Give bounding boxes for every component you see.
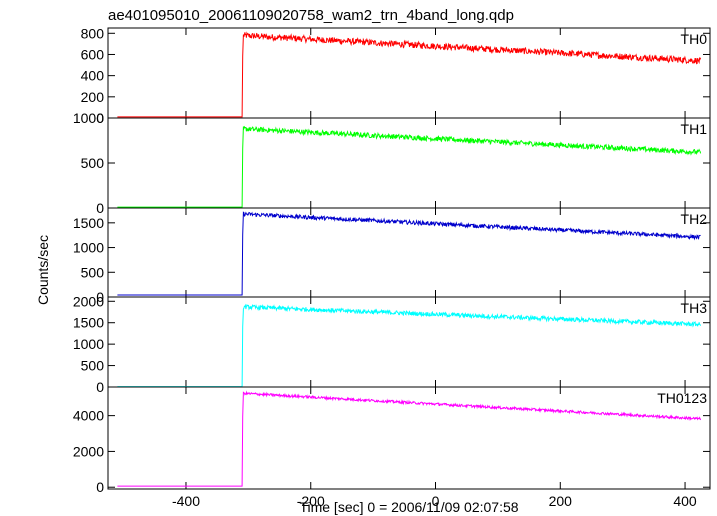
series-name-th0123: TH0123 [657,390,707,406]
series-line-th2 [117,211,701,296]
panel-th1: 1000 500 0 TH1 [73,110,711,216]
panel-frame [107,386,711,490]
y-axis-label: Counts/sec [35,235,51,305]
panel-th2: 1500 1000 500 0 TH2 [73,207,711,305]
y-tick-label: 1000 [73,336,104,352]
series-line-th1 [117,125,702,208]
panel-th3: 2000 1500 1000 500 0 TH3 [73,293,711,395]
panel-frame [107,27,711,119]
x-tick-label: 0 [432,493,440,509]
y-tick-label: 2000 [73,443,104,459]
panel-frame [107,296,711,388]
y-tick-label: 0 [96,379,104,395]
y-tick-label: 500 [81,358,105,374]
y-tick-label: 4000 [73,408,104,424]
x-tick-label: -400 [172,493,200,509]
y-tick-label: 0 [96,110,104,126]
panels: 8006004002000TH010005000TH1150010005000T… [73,25,711,495]
panel-frame [107,117,711,209]
y-tick-label: 0 [96,289,104,305]
x-axis-label: Time [sec] 0 = 2006/11/09 02:07:58 [299,499,518,515]
chart-title: ae401095010_20061109020758_wam2_trn_4ban… [108,7,514,24]
y-tick-label: 0 [96,200,104,216]
y-tick-label: 1000 [73,240,104,256]
y-tick-label: 400 [81,68,105,84]
series-line-th0 [117,31,702,118]
y-tick-label: 1000 [73,110,104,126]
y-tick-label: 2000 [73,293,104,309]
x-axis: -400 -200 0 200 400 [172,493,697,509]
y-tick-label: 500 [81,264,105,280]
series-line-th0123 [117,390,702,487]
y-tick-label: 1500 [73,315,104,331]
x-tick-label: -200 [297,493,325,509]
series-name-th2: TH2 [681,211,708,227]
y-tick-label: 500 [81,155,105,171]
series-line-th3 [117,303,702,388]
y-tick-label: 1500 [73,215,104,231]
series-name-th0: TH0 [681,31,708,47]
y-tick-label: 600 [81,46,105,62]
y-tick-label: 0 [96,479,104,495]
series-name-th1: TH1 [681,121,708,137]
y-tick-label: 800 [81,25,105,41]
y-tick-label: 200 [81,89,105,105]
panel-th0123: 4000 2000 0 TH0123 [73,386,711,495]
panel-th0: 800 600 400 200 0 TH0 [81,25,711,126]
series-name-th3: TH3 [681,300,708,316]
x-tick-label: 400 [673,493,697,509]
x-tick-label: 200 [549,493,573,509]
